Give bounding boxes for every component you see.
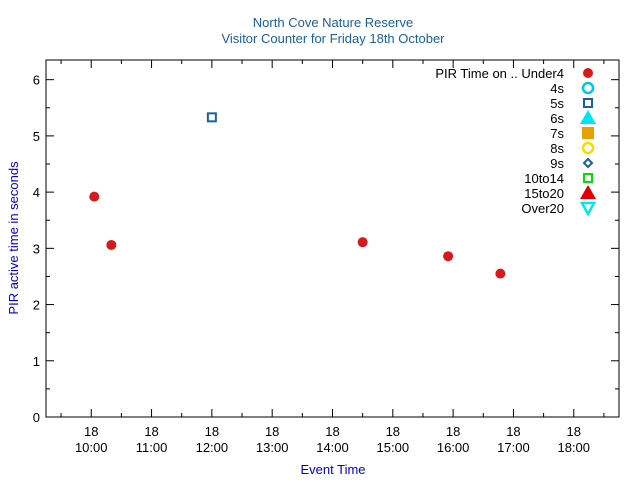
- x-tick-time-label: 13:00: [256, 440, 289, 455]
- x-tick-time-label: 18:00: [557, 440, 590, 455]
- x-tick-day-label: 18: [205, 424, 219, 439]
- x-axis: 1810:001811:001812:001813:001814:001815:…: [60, 60, 605, 455]
- y-tick-label: 2: [33, 298, 40, 313]
- data-point: [443, 251, 454, 262]
- x-axis-label: Event Time: [300, 462, 365, 477]
- legend-label: 5s: [550, 96, 564, 111]
- x-tick-time-label: 14:00: [316, 440, 349, 455]
- legend-marker: [581, 141, 595, 155]
- legend: PIR Time on .. Under44s5s6s7s8s9s10to141…: [435, 66, 597, 217]
- legend-label: 10to14: [524, 171, 564, 186]
- legend-label: 9s: [550, 156, 564, 171]
- legend-marker: [579, 201, 597, 217]
- x-tick-day-label: 18: [386, 424, 400, 439]
- y-tick-label: 4: [33, 185, 40, 200]
- y-tick-label: 1: [33, 354, 40, 369]
- legend-marker: [581, 81, 595, 95]
- y-axis: 0 1 2 3 4 5 6: [33, 73, 619, 425]
- data-point: [206, 112, 217, 123]
- x-tick-time-label: 11:00: [136, 440, 168, 455]
- legend-marker: [580, 110, 596, 124]
- x-tick-day-label: 18: [506, 424, 520, 439]
- x-tick-day-label: 18: [144, 424, 158, 439]
- legend-label: 7s: [550, 126, 564, 141]
- data-point: [89, 191, 100, 202]
- x-tick-time-label: 17:00: [497, 440, 530, 455]
- legend-marker: [580, 185, 596, 199]
- x-tick-time-label: 15:00: [377, 440, 410, 455]
- legend-marker: [583, 68, 593, 78]
- legend-marker: [583, 98, 593, 108]
- legend-label: Over20: [521, 201, 564, 216]
- x-tick-day-label: 18: [567, 424, 581, 439]
- legend-label: 4s: [550, 81, 564, 96]
- legend-label: PIR Time on .. Under4: [435, 66, 564, 81]
- y-tick-label: 3: [33, 241, 40, 256]
- legend-label: 15to20: [524, 186, 564, 201]
- x-tick-day-label: 18: [84, 424, 98, 439]
- legend-marker: [582, 157, 594, 169]
- legend-label: 6s: [550, 111, 564, 126]
- y-tick-label: 0: [33, 410, 40, 425]
- y-axis-label: PIR active time in seconds: [6, 161, 21, 315]
- x-tick-time-label: 12:00: [196, 440, 229, 455]
- x-tick-time-label: 10:00: [75, 440, 108, 455]
- legend-label: 8s: [550, 141, 564, 156]
- y-tick-label: 6: [33, 73, 40, 88]
- y-tick-label: 5: [33, 129, 40, 144]
- x-tick-time-label: 16:00: [437, 440, 470, 455]
- x-tick-day-label: 18: [265, 424, 279, 439]
- plot-frame: [45, 59, 620, 418]
- x-tick-day-label: 18: [446, 424, 460, 439]
- legend-marker: [583, 173, 593, 183]
- chart-subtitle: Visitor Counter for Friday 18th October: [221, 31, 445, 46]
- chart-title: North Cove Nature Reserve: [253, 15, 413, 30]
- data-point: [357, 237, 368, 248]
- legend-marker: [582, 127, 594, 139]
- x-tick-day-label: 18: [325, 424, 339, 439]
- data-points: [89, 112, 506, 279]
- data-point: [495, 268, 506, 279]
- data-point: [106, 239, 117, 250]
